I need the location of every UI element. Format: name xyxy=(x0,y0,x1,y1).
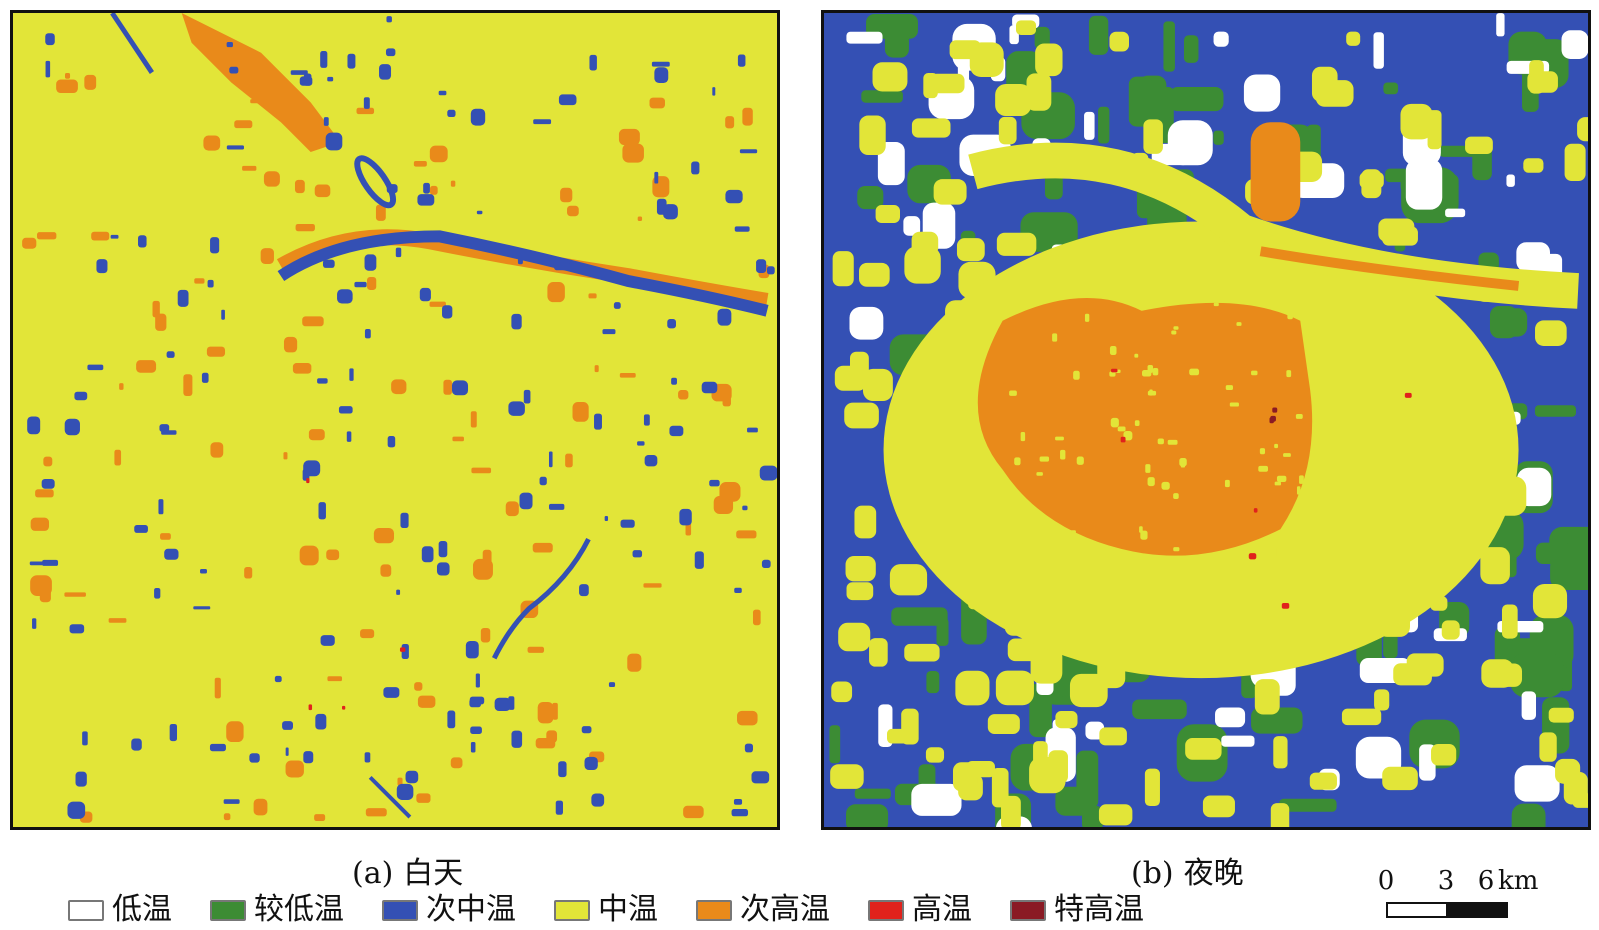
caption-day-title: 白天 xyxy=(403,856,464,891)
legend-item-high: 高温 xyxy=(868,895,972,925)
scale-bar: 0 3 6 km xyxy=(1378,866,1538,926)
legend: 低温 较低温 次中温 中温 次高温 高温 特高温 xyxy=(68,893,1182,927)
legend-item-sub-medium: 次中温 xyxy=(382,895,516,925)
day-river xyxy=(277,230,769,317)
legend-label-high: 高温 xyxy=(912,892,972,927)
legend-label-sub-medium: 次中温 xyxy=(426,892,516,927)
day-hot-spots xyxy=(306,478,406,711)
day-background xyxy=(13,13,777,827)
day-canal-s xyxy=(368,775,412,819)
legend-item-sub-high: 次高温 xyxy=(696,895,830,925)
map-panel-night xyxy=(821,10,1591,830)
night-urban-mixed-patches xyxy=(1009,302,1304,558)
night-extra-high-spots xyxy=(1269,407,1278,424)
night-high-temp-spots xyxy=(1111,368,1412,609)
scale-unit: km xyxy=(1498,866,1539,896)
legend-item-medium: 中温 xyxy=(554,895,658,925)
legend-swatch-lower xyxy=(210,899,246,921)
legend-label-lower: 较低温 xyxy=(254,892,344,927)
legend-swatch-high xyxy=(868,899,904,921)
scale-tick-0: 0 xyxy=(1377,866,1395,896)
legend-label-medium: 中温 xyxy=(598,892,658,927)
legend-swatch-sub-medium xyxy=(382,899,418,921)
legend-label-sub-high: 次高温 xyxy=(740,892,830,927)
legend-label-extra-high: 特高温 xyxy=(1054,892,1144,927)
scale-tick-3: 3 xyxy=(1437,866,1455,896)
legend-label-low: 低温 xyxy=(112,892,172,927)
night-temperature-map xyxy=(824,13,1588,827)
legend-swatch-low xyxy=(68,899,104,921)
scale-bar-white-segment xyxy=(1386,902,1448,918)
caption-day: (a) 白天 xyxy=(352,848,463,892)
legend-item-low: 低温 xyxy=(68,895,172,925)
day-temperature-map xyxy=(13,13,777,827)
caption-night: (b) 夜晚 xyxy=(1131,848,1244,892)
day-river-loop xyxy=(354,155,397,209)
caption-night-title: 夜晚 xyxy=(1183,856,1244,891)
day-diagonal-warm-band xyxy=(181,13,341,152)
legend-swatch-sub-high xyxy=(696,899,732,921)
legend-swatch-medium xyxy=(554,899,590,921)
day-cool-patches xyxy=(27,16,777,819)
legend-swatch-extra-high xyxy=(1010,899,1046,921)
day-warm-patches xyxy=(22,73,770,823)
night-north-warm-strip xyxy=(1250,122,1301,222)
night-urban-core xyxy=(977,298,1313,556)
night-river-warm-band xyxy=(1259,246,1520,291)
day-tributary xyxy=(492,538,591,660)
legend-item-lower: 较低温 xyxy=(210,895,344,925)
caption-night-label: (b) xyxy=(1131,856,1174,891)
scale-tick-6: 6 xyxy=(1477,866,1495,896)
caption-day-label: (a) xyxy=(352,856,394,891)
day-canal-nw xyxy=(110,13,154,74)
scale-bar-black-segment xyxy=(1446,902,1508,918)
map-panel-day xyxy=(10,10,780,830)
legend-item-extra-high: 特高温 xyxy=(1010,895,1144,925)
